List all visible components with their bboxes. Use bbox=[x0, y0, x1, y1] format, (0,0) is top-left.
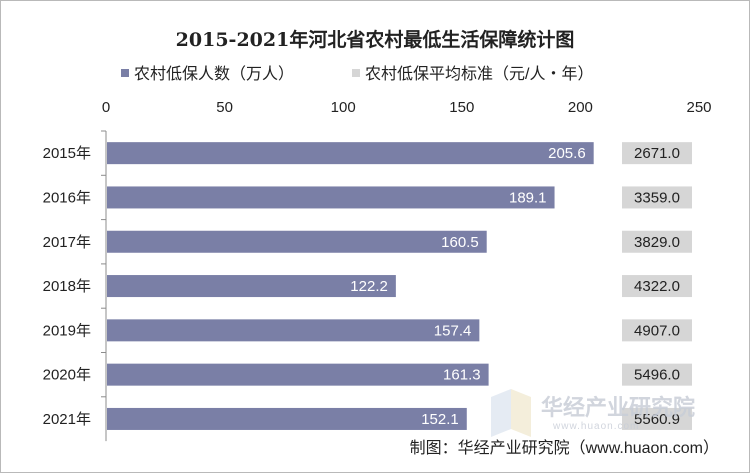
std-box-2 bbox=[622, 230, 692, 253]
category-label-1: 2016年 bbox=[43, 189, 91, 206]
bar-series-1-1 bbox=[107, 186, 555, 209]
watermark-logo-left bbox=[491, 389, 511, 437]
bar-value-label-0: 205.6 bbox=[548, 145, 586, 162]
watermark-logo-right bbox=[511, 389, 531, 437]
bar-value-label-1: 189.1 bbox=[509, 189, 547, 206]
bar-series-1-4 bbox=[107, 319, 480, 342]
std-box-1 bbox=[622, 186, 692, 209]
bar-series-1-6 bbox=[107, 407, 467, 430]
std-box-6 bbox=[622, 407, 692, 430]
x-axis-ticks: 0 50 100 150 200 250 bbox=[102, 99, 712, 116]
boxes-series-2: 2671.0 3359.0 3829.0 4322.0 4907.0 5496.0 5560… bbox=[622, 142, 692, 430]
x-tick-label-3: 150 bbox=[449, 99, 474, 116]
std-value-label-5: 5496.0 bbox=[634, 367, 680, 384]
category-label-2: 2017年 bbox=[43, 234, 91, 251]
std-value-label-6: 5560.9 bbox=[634, 411, 680, 428]
x-tick-label-1: 50 bbox=[216, 99, 233, 116]
category-label-6: 2021年 bbox=[43, 411, 91, 428]
legend-label-series-1: 农村低保人数（万人） bbox=[134, 65, 294, 83]
legend: 农村低保人数（万人） 农村低保平均标准（元/人・年） bbox=[121, 65, 593, 83]
x-tick-label-5: 250 bbox=[686, 99, 711, 116]
bar-series-1-3 bbox=[107, 275, 396, 298]
x-tick-label-2: 100 bbox=[331, 99, 356, 116]
std-box-5 bbox=[622, 363, 692, 386]
legend-swatch-series-2 bbox=[352, 69, 360, 77]
y-axis-categories: 2015年 2016年 2017年 2018年 2019年 2020年 2021年 bbox=[43, 130, 106, 428]
x-tick-label-4: 200 bbox=[568, 99, 593, 116]
legend-swatch-series-1 bbox=[121, 69, 129, 77]
bar-series-1-2 bbox=[107, 230, 487, 253]
bar-value-label-6: 152.1 bbox=[421, 411, 459, 428]
bar-value-label-2: 160.5 bbox=[441, 234, 479, 251]
legend-label-series-2: 农村低保平均标准（元/人・年） bbox=[365, 65, 593, 83]
chart-title: 2015-2021年河北省农村最低生活保障统计图 bbox=[176, 28, 575, 51]
std-box-0 bbox=[622, 142, 692, 165]
x-tick-label-0: 0 bbox=[102, 99, 110, 116]
source-note: 制图：华经产业研究院（www.huaon.com） bbox=[410, 439, 719, 457]
category-label-0: 2015年 bbox=[43, 145, 91, 162]
bars-series-1: 205.6 189.1 160.5 122.2 157.4 161.3 152.1 bbox=[107, 142, 594, 430]
std-value-label-1: 3359.0 bbox=[634, 189, 680, 206]
bar-value-label-4: 157.4 bbox=[434, 322, 472, 339]
std-box-3 bbox=[622, 275, 692, 298]
bar-series-1-5 bbox=[107, 363, 489, 386]
watermark-url: www.huaon.com bbox=[552, 421, 639, 432]
std-value-label-4: 4907.0 bbox=[634, 322, 680, 339]
std-value-label-0: 2671.0 bbox=[634, 145, 680, 162]
bar-value-label-5: 161.3 bbox=[443, 367, 481, 384]
bar-series-1-0 bbox=[107, 142, 594, 165]
std-value-label-2: 3829.0 bbox=[634, 234, 680, 251]
std-value-label-3: 4322.0 bbox=[634, 278, 680, 295]
watermark-name: 华经产业研究院 bbox=[541, 395, 695, 420]
category-label-4: 2019年 bbox=[43, 322, 91, 339]
category-label-3: 2018年 bbox=[43, 278, 91, 295]
std-box-4 bbox=[622, 319, 692, 342]
category-label-5: 2020年 bbox=[43, 367, 91, 384]
watermark: 华经产业研究院 www.huaon.com bbox=[491, 389, 695, 437]
bar-value-label-3: 122.2 bbox=[350, 278, 388, 295]
